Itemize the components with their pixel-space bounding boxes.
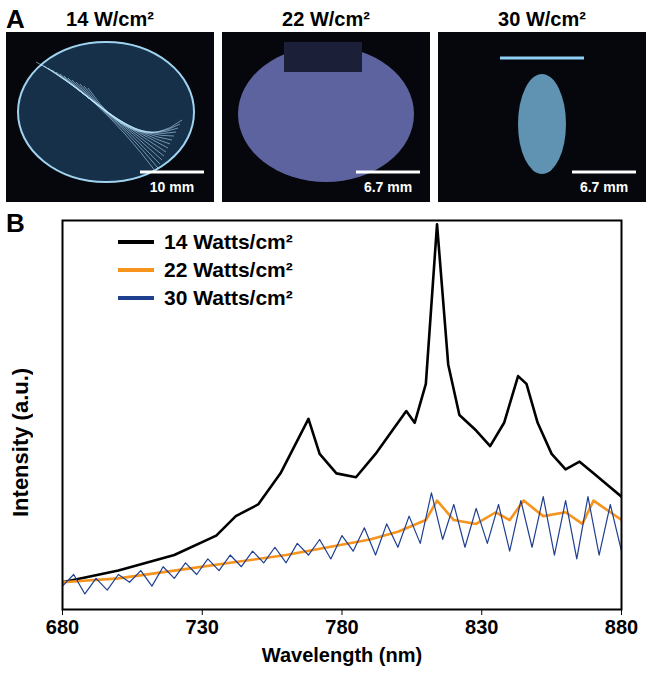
svg-text:6.7 mm: 6.7 mm: [364, 179, 412, 195]
svg-text:780: 780: [325, 616, 358, 638]
svg-text:10 mm: 10 mm: [150, 179, 194, 195]
html-text:30 Watts/cm²: 30 Watts/cm²: [164, 286, 293, 309]
html-text:14 W/cm²: 14 W/cm²: [66, 8, 154, 30]
svg-text:880: 880: [605, 616, 638, 638]
svg-text:730: 730: [186, 616, 219, 638]
html-text:22 Watts/cm²: 22 Watts/cm²: [164, 258, 293, 281]
svg-text:680: 680: [46, 616, 79, 638]
html-text:22 W/cm²: 22 W/cm²: [282, 8, 370, 30]
html-text:A: A: [6, 4, 25, 34]
html-text:B: B: [6, 208, 25, 238]
svg-text:830: 830: [465, 616, 498, 638]
html-text:14 Watts/cm²: 14 Watts/cm²: [164, 230, 293, 253]
html-text:Intensity (a.u.): Intensity (a.u.): [8, 367, 33, 518]
html-text:30 W/cm²: 30 W/cm²: [498, 8, 586, 30]
svg-text:6.7 mm: 6.7 mm: [580, 179, 628, 195]
svg-text:Wavelength (nm): Wavelength (nm): [262, 644, 422, 666]
